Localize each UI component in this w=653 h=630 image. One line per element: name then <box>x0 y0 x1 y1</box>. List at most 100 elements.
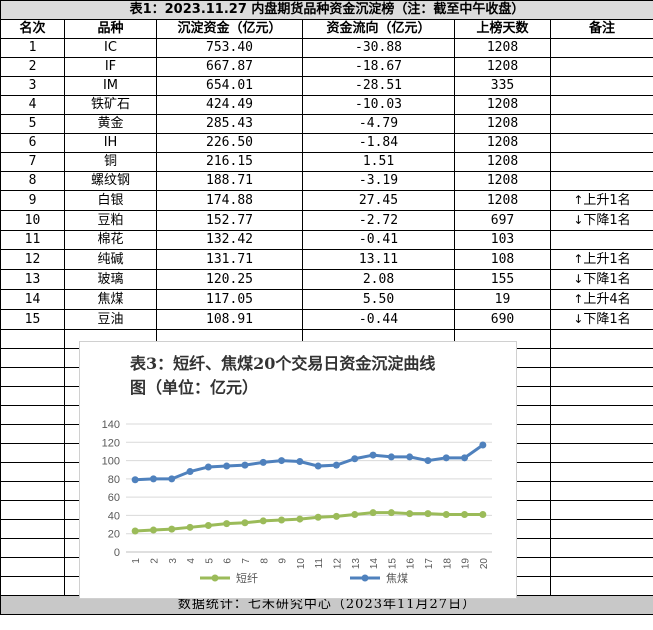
empty-cell <box>0 443 65 463</box>
days-cell: 1208 <box>454 95 551 115</box>
note-cell <box>550 38 653 58</box>
data-point <box>479 511 487 519</box>
empty-cell <box>0 424 65 444</box>
note-text: 上升1名 <box>583 193 631 208</box>
data-point <box>241 519 249 527</box>
title-row: 表1：2023.11.27 内盘期货品种资金沉淀榜（注：截至中午收盘） <box>0 0 653 20</box>
name-cell: 纯碱 <box>64 249 157 270</box>
empty-cell <box>550 538 653 558</box>
data-point <box>387 509 395 517</box>
table-row: 1 IC 753.40 -30.88 1208 <box>0 38 653 58</box>
name-cell: 棉花 <box>64 230 157 250</box>
table-row: 2 IF 667.87 -18.67 1208 <box>0 57 653 77</box>
rank-cell: 1 <box>0 38 65 58</box>
name-cell: 豆粕 <box>64 210 157 231</box>
data-point <box>168 525 176 533</box>
days-cell: 103 <box>454 230 551 250</box>
y-tick-label: 80 <box>108 474 120 486</box>
name-cell: 玻璃 <box>64 269 157 290</box>
header-fund: 沉淀资金（亿元） <box>156 19 303 39</box>
table-row: 8 螺纹钢 188.71 -3.19 1208 <box>0 171 653 191</box>
empty-cell <box>550 424 653 444</box>
x-tick-label: 13 <box>351 558 362 570</box>
data-point <box>296 457 304 465</box>
data-point <box>223 462 231 470</box>
name-cell: IM <box>64 76 157 96</box>
table-row: 11 棉花 132.42 -0.41 103 <box>0 230 653 250</box>
fund-cell: 226.50 <box>156 133 303 153</box>
empty-cell <box>0 367 65 387</box>
data-point <box>369 509 377 517</box>
x-tick-label: 18 <box>442 558 453 570</box>
flow-cell: -10.03 <box>302 95 455 115</box>
data-point <box>461 454 469 462</box>
note-cell <box>550 152 653 172</box>
data-point <box>278 516 286 524</box>
fund-cell: 131.71 <box>156 249 303 270</box>
note-text: 上升1名 <box>583 252 631 267</box>
note-text: 上升4名 <box>583 292 631 307</box>
data-point <box>296 515 304 523</box>
days-cell: 335 <box>454 76 551 96</box>
data-point <box>149 526 157 534</box>
data-point <box>351 455 359 463</box>
arrow-down-icon: ↓ <box>573 213 584 227</box>
table-row: 14 焦煤 117.05 5.50 19 ↑上升4名 <box>0 289 653 310</box>
rank-cell: 15 <box>0 309 65 330</box>
data-point <box>406 453 414 461</box>
data-point <box>168 475 176 483</box>
empty-cell <box>550 443 653 463</box>
y-tick-label: 40 <box>108 510 120 522</box>
x-tick-label: 17 <box>424 558 435 570</box>
x-tick-label: 3 <box>168 558 179 564</box>
empty-cell <box>550 348 653 368</box>
note-cell <box>550 114 653 134</box>
data-point <box>204 521 212 529</box>
header-flow: 资金流向（亿元） <box>302 19 455 39</box>
table-row: 7 铜 216.15 1.51 1208 <box>0 152 653 172</box>
data-point <box>314 462 322 470</box>
flow-cell: -0.44 <box>302 309 455 330</box>
name-cell: IH <box>64 133 157 153</box>
fund-cell: 117.05 <box>156 289 303 310</box>
fund-cell: 188.71 <box>156 171 303 191</box>
note-cell <box>550 171 653 191</box>
fund-cell: 174.88 <box>156 190 303 211</box>
x-tick-label: 20 <box>479 558 490 570</box>
days-cell: 1208 <box>454 190 551 211</box>
data-point <box>149 475 157 483</box>
flow-cell: -3.19 <box>302 171 455 191</box>
data-point <box>131 476 139 484</box>
data-point <box>442 511 450 519</box>
legend-label: 焦煤 <box>386 572 408 585</box>
name-cell: 铜 <box>64 152 157 172</box>
fund-cell: 285.43 <box>156 114 303 134</box>
rank-cell: 2 <box>0 57 65 77</box>
data-point <box>442 454 450 462</box>
x-tick-label: 14 <box>369 558 380 570</box>
legend-marker <box>211 574 219 582</box>
empty-cell <box>550 367 653 387</box>
footer-row: 数据统计：七禾研究中心（2023年11月27日） <box>0 595 653 615</box>
name-cell: 黄金 <box>64 114 157 134</box>
rank-cell: 11 <box>0 230 65 250</box>
note-text: 下降1名 <box>583 213 631 228</box>
empty-cell <box>550 405 653 425</box>
fund-cell: 667.87 <box>156 57 303 77</box>
days-cell: 1208 <box>454 38 551 58</box>
empty-cell <box>0 405 65 425</box>
data-point <box>259 458 267 466</box>
rank-cell: 13 <box>0 269 65 290</box>
name-cell: 豆油 <box>64 309 157 330</box>
empty-cell <box>550 462 653 482</box>
x-tick-label: 9 <box>278 558 289 564</box>
x-tick-label: 7 <box>241 558 252 564</box>
flow-cell: -0.41 <box>302 230 455 250</box>
header-name: 品种 <box>64 19 157 39</box>
arrow-down-icon: ↓ <box>573 312 584 326</box>
note-cell: ↓下降1名 <box>550 210 653 231</box>
data-point <box>241 461 249 469</box>
x-tick-label: 19 <box>461 558 472 570</box>
data-point <box>332 512 340 520</box>
